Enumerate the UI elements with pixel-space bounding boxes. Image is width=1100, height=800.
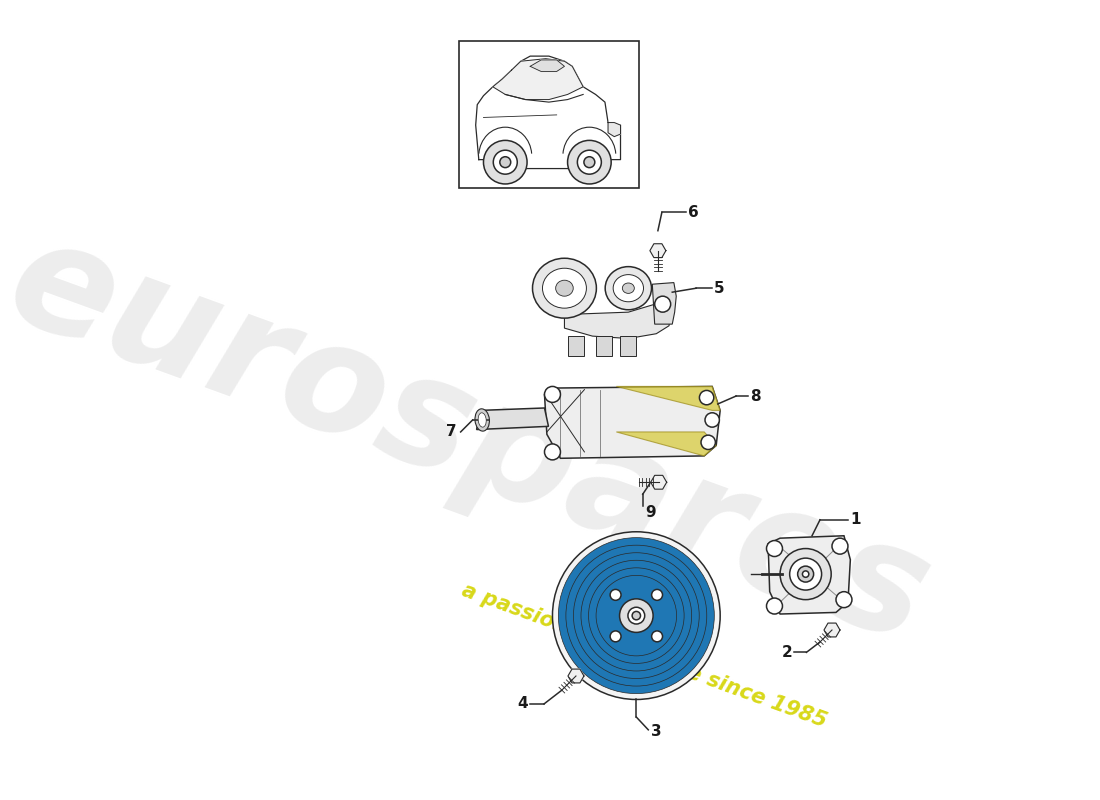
Circle shape (802, 571, 808, 578)
Circle shape (559, 538, 714, 694)
Text: 4: 4 (517, 697, 528, 711)
Text: 3: 3 (651, 724, 661, 739)
Circle shape (578, 150, 602, 174)
Polygon shape (616, 386, 721, 410)
Polygon shape (476, 408, 549, 430)
Polygon shape (475, 56, 620, 169)
Text: 1: 1 (850, 512, 861, 527)
Ellipse shape (623, 283, 635, 294)
Text: 6: 6 (689, 205, 698, 220)
Circle shape (790, 558, 822, 590)
Polygon shape (493, 58, 583, 99)
Circle shape (651, 631, 662, 642)
Polygon shape (564, 300, 671, 338)
Text: 2: 2 (781, 645, 792, 660)
Polygon shape (608, 122, 620, 137)
Circle shape (610, 631, 621, 642)
Text: 8: 8 (750, 389, 761, 403)
Polygon shape (596, 336, 613, 356)
Circle shape (651, 590, 662, 600)
Circle shape (654, 296, 671, 312)
Polygon shape (824, 623, 840, 637)
Ellipse shape (532, 258, 596, 318)
Circle shape (780, 549, 832, 600)
Text: eurospares: eurospares (0, 205, 948, 675)
Polygon shape (544, 386, 720, 458)
Polygon shape (568, 669, 584, 683)
Ellipse shape (478, 413, 486, 427)
Circle shape (701, 435, 715, 450)
Ellipse shape (542, 268, 586, 308)
Polygon shape (768, 536, 850, 614)
Circle shape (610, 590, 621, 600)
Circle shape (705, 413, 719, 427)
Circle shape (499, 157, 510, 168)
Circle shape (767, 598, 782, 614)
Text: a passion for Porsche since 1985: a passion for Porsche since 1985 (459, 580, 829, 731)
Polygon shape (530, 60, 564, 71)
Circle shape (700, 390, 714, 405)
Text: 7: 7 (446, 425, 456, 439)
Circle shape (628, 607, 645, 624)
Polygon shape (569, 336, 584, 356)
Circle shape (544, 444, 561, 460)
Circle shape (568, 140, 612, 184)
Ellipse shape (613, 274, 644, 302)
Polygon shape (620, 336, 636, 356)
Polygon shape (652, 282, 676, 324)
Ellipse shape (475, 409, 490, 431)
Circle shape (588, 568, 684, 663)
Circle shape (798, 566, 814, 582)
Polygon shape (650, 244, 666, 258)
Text: 9: 9 (646, 505, 656, 520)
Circle shape (544, 386, 561, 402)
Circle shape (584, 157, 595, 168)
Ellipse shape (556, 280, 573, 296)
Circle shape (632, 611, 640, 620)
Circle shape (493, 150, 517, 174)
Polygon shape (651, 475, 667, 489)
Circle shape (581, 560, 692, 671)
Circle shape (832, 538, 848, 554)
Circle shape (619, 599, 653, 632)
Ellipse shape (605, 266, 651, 310)
Circle shape (552, 532, 721, 699)
Circle shape (596, 575, 676, 656)
Text: 5: 5 (714, 281, 725, 296)
Bar (459, 41, 639, 188)
Circle shape (565, 545, 707, 686)
Circle shape (573, 553, 700, 678)
Polygon shape (616, 432, 716, 456)
Circle shape (767, 541, 782, 557)
Circle shape (836, 592, 851, 608)
Circle shape (484, 140, 527, 184)
